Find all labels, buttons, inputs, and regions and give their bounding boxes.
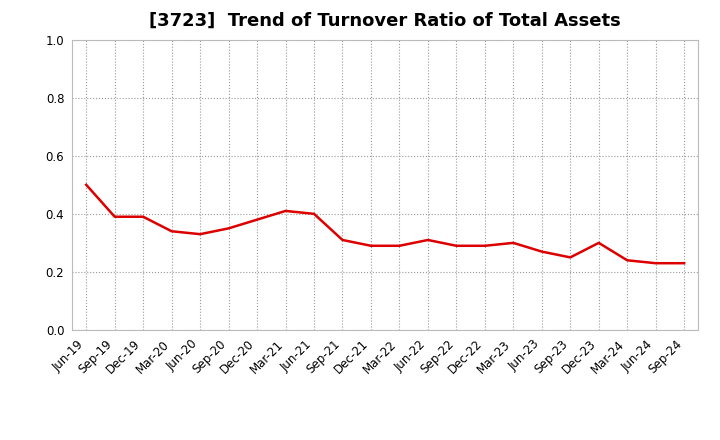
Title: [3723]  Trend of Turnover Ratio of Total Assets: [3723] Trend of Turnover Ratio of Total … [149,12,621,30]
